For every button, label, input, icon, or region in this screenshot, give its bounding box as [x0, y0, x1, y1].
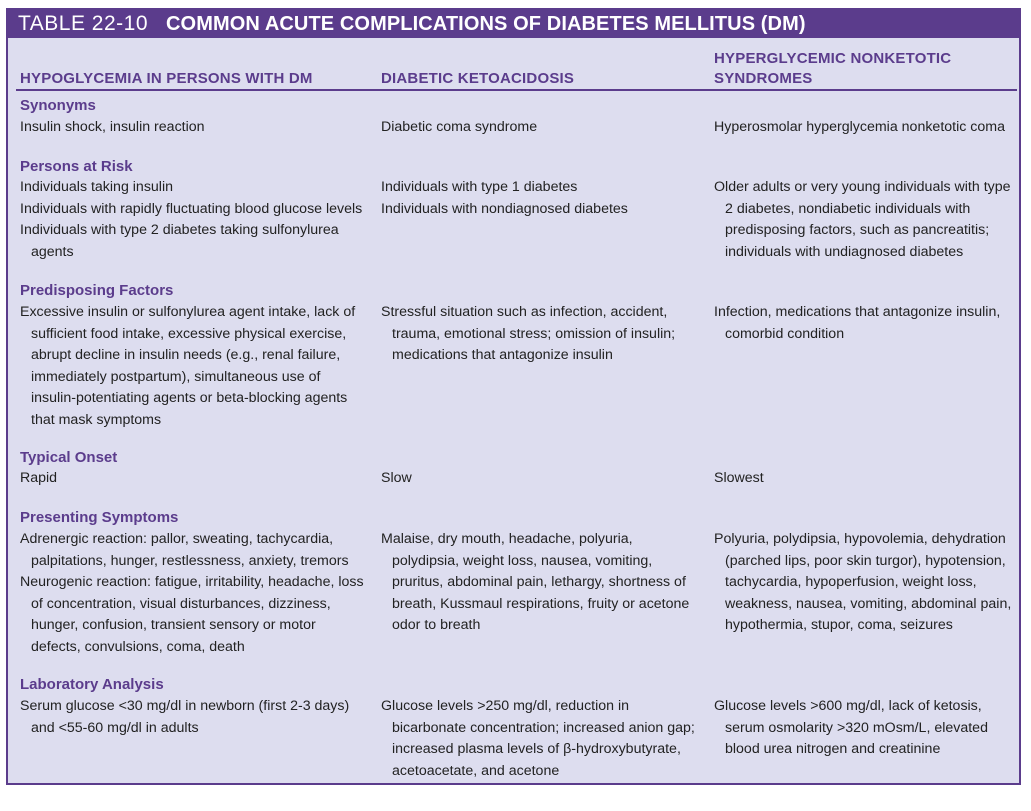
cell-lab-hypoglycemia: Serum glucose <30 mg/dl in newborn (firs… — [20, 696, 365, 739]
column-header-hyperglycemic: HYPERGLYCEMIC NONKETOTIC SYNDROMES — [714, 50, 952, 87]
cell-synonyms-hyperglycemic: Hyperosmolar hyperglycemia nonketotic co… — [714, 117, 1014, 139]
section-title-synonyms: Synonyms — [20, 97, 96, 114]
section-title-presenting-symptoms: Presenting Symptoms — [20, 509, 179, 526]
cell-synonyms-hypoglycemia: Insulin shock, insulin reaction — [20, 117, 365, 139]
column-header-ketoacidosis: DIABETIC KETOACIDOSIS — [381, 70, 575, 87]
cell-text: Rapid — [20, 470, 58, 486]
cell-text: Older adults or very young individuals w… — [714, 179, 1011, 260]
section-title-predisposing-factors: Predisposing Factors — [20, 282, 174, 299]
cell-text: Glucose levels >600 mg/dl, lack of ketos… — [714, 698, 988, 757]
cell-factors-ketoacidosis: Stressful situation such as infection, a… — [381, 302, 701, 367]
cell-symptoms-hypoglycemia: Adrenergic reaction: pallor, sweating, t… — [20, 529, 365, 658]
cell-factors-hyperglycemic: Infection, medications that antagonize i… — [714, 302, 1014, 345]
cell-text: Individuals with nondiagnosed diabetes — [381, 200, 628, 217]
cell-text: Malaise, dry mouth, headache, polyuria, … — [381, 531, 690, 633]
cell-text: Infection, medications that antagonize i… — [714, 304, 1001, 342]
cell-risk-hypoglycemia: Individuals taking insulin Individuals w… — [20, 177, 365, 263]
cell-factors-hypoglycemia: Excessive insulin or sulfonylurea agent … — [20, 302, 365, 431]
cell-lab-hyperglycemic: Glucose levels >600 mg/dl, lack of ketos… — [714, 696, 1014, 761]
cell-text: Individuals taking insulin — [20, 179, 174, 195]
cell-text: Diabetic coma syndrome — [381, 119, 538, 135]
complications-table: TABLE 22-10 COMMON ACUTE COMPLICATIONS O… — [6, 8, 1021, 785]
cell-text: Individuals with type 2 diabetes taking … — [20, 222, 339, 260]
cell-onset-hypoglycemia: Rapid — [20, 468, 365, 490]
header-divider — [16, 89, 1017, 91]
table-number: TABLE 22-10 — [18, 12, 149, 35]
cell-text: Individuals with rapidly fluctuating blo… — [20, 200, 363, 217]
cell-onset-hyperglycemic: Slowest — [714, 468, 1014, 490]
cell-text: Stressful situation such as infection, a… — [381, 304, 676, 363]
cell-text: Adrenergic reaction: pallor, sweating, t… — [20, 531, 349, 569]
table-title-bar: TABLE 22-10 COMMON ACUTE COMPLICATIONS O… — [8, 10, 1019, 38]
cell-text: Neurogenic reaction: fatigue, irritabili… — [20, 574, 364, 655]
cell-text: Slowest — [714, 470, 764, 486]
cell-text: Hyperosmolar hyperglycemia nonketotic co… — [714, 119, 1005, 135]
cell-text: Excessive insulin or sulfonylurea agent … — [20, 304, 356, 428]
cell-risk-ketoacidosis: Individuals with type 1 diabetes Individ… — [381, 177, 701, 220]
cell-text: Individuals with type 1 diabetes — [381, 179, 578, 195]
cell-onset-ketoacidosis: Slow — [381, 468, 701, 490]
cell-symptoms-hyperglycemic: Polyuria, polydipsia, hypovolemia, dehyd… — [714, 529, 1014, 637]
cell-risk-hyperglycemic: Older adults or very young individuals w… — [714, 177, 1014, 263]
cell-text: Glucose levels >250 mg/dl, reduction in … — [381, 698, 695, 779]
section-title-persons-at-risk: Persons at Risk — [20, 158, 133, 175]
cell-lab-ketoacidosis: Glucose levels >250 mg/dl, reduction in … — [381, 696, 701, 782]
cell-text: Serum glucose <30 mg/dl in newborn (firs… — [20, 698, 350, 736]
section-title-laboratory-analysis: Laboratory Analysis — [20, 676, 164, 693]
section-title-typical-onset: Typical Onset — [20, 449, 118, 466]
cell-text: Insulin shock, insulin reaction — [20, 119, 205, 135]
cell-synonyms-ketoacidosis: Diabetic coma syndrome — [381, 117, 701, 139]
cell-symptoms-ketoacidosis: Malaise, dry mouth, headache, polyuria, … — [381, 529, 701, 637]
cell-text: Slow — [381, 470, 412, 486]
table-title: COMMON ACUTE COMPLICATIONS OF DIABETES M… — [166, 12, 806, 35]
column-header-hypoglycemia: HYPOGLYCEMIA IN PERSONS WITH DM — [20, 70, 313, 87]
cell-text: Polyuria, polydipsia, hypovolemia, dehyd… — [714, 531, 1012, 633]
